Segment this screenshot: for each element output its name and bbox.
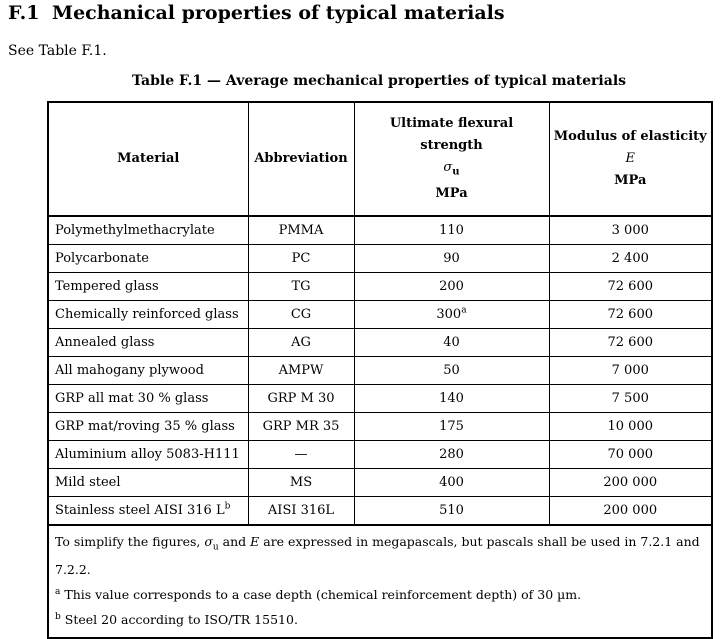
footnote-a: a This value corresponds to a case depth … [55, 581, 705, 606]
cell-material: Tempered glass [47, 272, 249, 301]
header-strength-label: Ultimate flexural strength [389, 115, 514, 153]
header-modulus-unit: MPa [614, 173, 647, 188]
cell-modulus: 7 500 [548, 384, 713, 413]
footnote-reference: b [224, 501, 231, 512]
footnote-a-text: This value corresponds to a case depth (… [64, 586, 582, 602]
cell-material: Annealed glass [47, 328, 249, 357]
cell-strength: 400 [353, 468, 550, 497]
cell-modulus: 2 400 [548, 244, 713, 273]
section-heading: F.1 Mechanical properties of typical mat… [8, 2, 708, 24]
cell-strength: 300a [353, 300, 550, 329]
cell-material: Mild steel [47, 468, 249, 497]
table-row: Chemically reinforced glass CG 300a 72 600 [47, 300, 713, 329]
header-strength-symbol: σu [357, 157, 547, 184]
footnote-row: To simplify the figures, σu and E are ex… [47, 524, 713, 639]
header-abbreviation: Abbreviation [247, 102, 355, 217]
cell-material: Polymethylmethacrylate [47, 215, 249, 245]
cell-strength: 50 [353, 356, 550, 385]
table-row: Annealed glass AG 40 72 600 [47, 328, 713, 357]
cell-modulus: 10 000 [548, 412, 713, 441]
cell-material: Polycarbonate [47, 244, 249, 273]
table-row: Tempered glass TG 200 72 600 [47, 272, 713, 301]
table-row: GRP all mat 30 % glass GRP M 30 140 7 500 [47, 384, 713, 413]
section-intro: See Table F.1. [8, 43, 107, 59]
cell-strength: 510 [353, 496, 550, 526]
cell-abbreviation: GRP MR 35 [247, 412, 355, 441]
cell-modulus: 72 600 [548, 300, 713, 329]
header-strength: Ultimate flexural strength σu MPa [353, 102, 550, 217]
cell-modulus: 3 000 [548, 215, 713, 245]
cell-abbreviation: CG [247, 300, 355, 329]
cell-abbreviation: PC [247, 244, 355, 273]
section-title: Mechanical properties of typical materia… [52, 2, 505, 24]
table-row: Aluminium alloy 5083-H111—280 70 000 [47, 440, 713, 469]
cell-strength: 280 [353, 440, 550, 469]
section-number: F.1 [8, 2, 40, 24]
footnote-b-text: Steel 20 according to ISO/TR 15510. [64, 611, 298, 627]
cell-abbreviation: — [247, 440, 355, 469]
strength-symbol: σ [443, 159, 453, 175]
cell-material: Chemically reinforced glass [47, 300, 249, 329]
header-modulus-label: Modulus of elasticity [553, 129, 707, 144]
table-footnotes: To simplify the figures, σu and E are ex… [47, 524, 713, 639]
general-note: To simplify the figures, σu and E are ex… [55, 534, 700, 577]
footnote-b: b Steel 20 according to ISO/TR 15510. [55, 606, 705, 631]
table-row: GRP mat/roving 35 % glass GRP MR 35 175 10 … [47, 412, 713, 441]
cell-strength: 140 [353, 384, 550, 413]
cell-modulus: 72 600 [548, 328, 713, 357]
table-header-row: Material Abbreviation Ultimate flexural … [47, 102, 713, 217]
cell-abbreviation: AISI 316L [247, 496, 355, 526]
cell-modulus: 7 000 [548, 356, 713, 385]
header-modulus-symbol: E [625, 151, 636, 166]
cell-modulus: 200 000 [548, 496, 713, 526]
cell-modulus: 72 600 [548, 272, 713, 301]
properties-table: Material Abbreviation Ultimate flexural … [47, 101, 713, 639]
table-row: All mahogany plywood AMPW 50 7 000 [47, 356, 713, 385]
footnote-a-mark: a [55, 586, 61, 597]
cell-strength: 110 [353, 215, 550, 245]
cell-abbreviation: PMMA [247, 215, 355, 245]
footnote-reference: a [461, 305, 467, 316]
cell-abbreviation: AMPW [247, 356, 355, 385]
cell-abbreviation: AG [247, 328, 355, 357]
cell-abbreviation: TG [247, 272, 355, 301]
cell-strength: 200 [353, 272, 550, 301]
cell-abbreviation: GRP M 30 [247, 384, 355, 413]
cell-strength: 90 [353, 244, 550, 273]
cell-material: Aluminium alloy 5083-H111 [47, 440, 249, 469]
cell-material: GRP mat/roving 35 % glass [47, 412, 249, 441]
cell-modulus: 70 000 [548, 440, 713, 469]
cell-abbreviation: MS [247, 468, 355, 497]
cell-material: Stainless steel AISI 316 Lb [47, 496, 249, 526]
footnote-b-mark: b [55, 611, 61, 622]
cell-strength: 40 [353, 328, 550, 357]
table-row: Polycarbonate PC 90 2 400 [47, 244, 713, 273]
cell-modulus: 200 000 [548, 468, 713, 497]
cell-material: GRP all mat 30 % glass [47, 384, 249, 413]
table-row: Mild steel MS 400 200 000 [47, 468, 713, 497]
header-strength-unit: MPa [435, 186, 468, 202]
cell-strength: 175 [353, 412, 550, 441]
table-caption: Table F.1 — Average mechanical propertie… [131, 73, 627, 89]
table-row: Stainless steel AISI 316 Lb AISI 316L 510 2… [47, 496, 713, 526]
header-modulus: Modulus of elasticity E MPa [548, 102, 713, 217]
cell-material: All mahogany plywood [47, 356, 249, 385]
table-row: Polymethylmethacrylate PMMA 110 3 000 [47, 215, 713, 245]
header-material: Material [47, 102, 249, 217]
strength-subscript: u [452, 166, 460, 178]
